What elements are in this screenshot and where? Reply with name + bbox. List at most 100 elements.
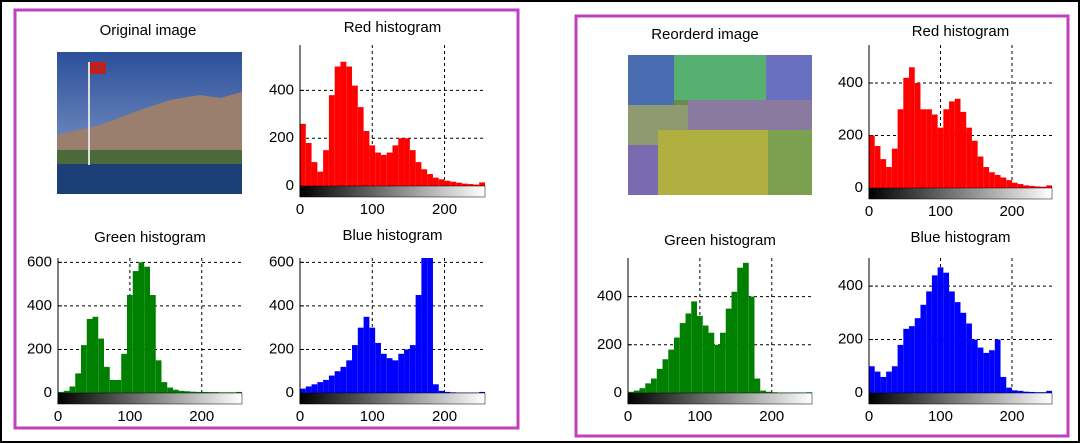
image-title: Reorderd image (651, 26, 759, 43)
chart-title: Green histogram (94, 229, 206, 246)
chart-title: Green histogram (664, 232, 776, 249)
histogram-bar (317, 171, 324, 186)
histogram-bar (931, 114, 938, 188)
histogram-bar (869, 135, 875, 188)
histogram-bar (456, 182, 462, 186)
left-panel (13, 8, 520, 430)
histogram-bar (58, 391, 64, 393)
y-tick-label: 200 (597, 336, 622, 353)
histogram-bar (662, 359, 669, 393)
histogram-bar (1029, 391, 1035, 393)
y-tick-label: 600 (269, 253, 294, 270)
histogram-bar (880, 159, 887, 188)
histogram-bar (380, 353, 387, 393)
histogram-bar (190, 391, 196, 393)
y-tick-label: 200 (838, 331, 863, 348)
histogram-bar (184, 391, 191, 393)
histogram-bar (380, 154, 387, 186)
histogram-bar (1029, 185, 1035, 188)
histogram-bar (450, 392, 457, 393)
histogram-bar (668, 349, 674, 393)
histogram-bar (714, 344, 720, 393)
histogram-bar (891, 366, 898, 393)
histogram-bar (685, 313, 692, 393)
y-tick-label: 0 (614, 384, 622, 401)
histogram-bar (363, 316, 370, 393)
histogram-bar (702, 325, 709, 393)
chart-title: Red histogram (912, 23, 1010, 40)
histogram-bar (645, 383, 651, 393)
histogram-bar (375, 152, 381, 186)
histogram-bar (427, 258, 433, 393)
histogram-bar (656, 368, 663, 393)
histogram-bar (983, 352, 990, 393)
histogram-bar (1034, 392, 1041, 393)
x-tick-label: 100 (360, 408, 385, 425)
histogram-bar (994, 339, 1001, 393)
histogram-bar (903, 77, 910, 188)
histogram-bar (628, 391, 634, 393)
histogram-bar (977, 156, 984, 188)
histogram-bar (479, 391, 485, 393)
histogram-bar (977, 347, 984, 393)
histogram-bar (369, 327, 376, 393)
histogram-bar (300, 123, 306, 186)
histogram-bar (127, 295, 133, 393)
histogram-bar (363, 131, 370, 186)
histogram-bar (392, 145, 399, 186)
colorbar (868, 187, 1053, 200)
y-tick-label: 600 (27, 253, 52, 270)
histogram-bar (438, 390, 445, 393)
histogram-bar (86, 318, 93, 393)
histogram-bar (479, 182, 485, 186)
histogram-bar (897, 344, 904, 393)
histogram-bar (450, 181, 457, 186)
histogram-bar (115, 379, 122, 393)
histogram-bar (691, 301, 697, 393)
histogram-bar (1000, 177, 1007, 188)
histogram-bar (760, 390, 766, 393)
histogram-bar (937, 267, 944, 393)
histogram-bar (121, 353, 127, 393)
histogram-bar (909, 67, 915, 188)
histogram-bar (438, 179, 445, 186)
x-tick-label: 0 (865, 408, 873, 425)
histogram-bar (81, 345, 87, 393)
histogram-bar (960, 111, 967, 188)
x-tick-label: 100 (117, 408, 142, 425)
histogram-bar (404, 349, 410, 393)
y-tick-label: 0 (286, 384, 294, 401)
histogram-bar (300, 388, 306, 393)
histogram-bar (444, 391, 451, 393)
histogram-bar (317, 382, 324, 393)
x-tick-label: 0 (296, 201, 304, 218)
histogram-bar (725, 308, 732, 393)
histogram-bar (69, 386, 76, 393)
histogram-bar (754, 378, 761, 393)
histogram-bar (633, 390, 640, 393)
histogram-bar (386, 152, 393, 186)
histogram-bar (766, 391, 772, 393)
histogram-bar (903, 328, 910, 393)
histogram-bar (914, 318, 921, 393)
histogram-bar (869, 366, 875, 393)
histogram-bar (971, 339, 978, 393)
histogram-bar (311, 162, 318, 186)
histogram-bar (230, 392, 237, 393)
colorbar (57, 392, 243, 405)
chart-title: Red histogram (344, 19, 442, 36)
right-panel (574, 14, 1070, 438)
histogram-bar (444, 180, 451, 186)
histogram-bar (421, 258, 428, 393)
x-tick-label: 0 (624, 408, 632, 425)
histogram-bar (943, 109, 950, 188)
histogram-bar (1040, 392, 1047, 393)
histogram-bar (311, 384, 318, 393)
x-tick-label: 100 (928, 408, 953, 425)
histogram-bar (323, 150, 329, 186)
histogram-bar (369, 145, 376, 186)
histogram-bar (305, 386, 312, 393)
histogram-bar (398, 138, 405, 186)
histogram-bar (473, 184, 480, 186)
